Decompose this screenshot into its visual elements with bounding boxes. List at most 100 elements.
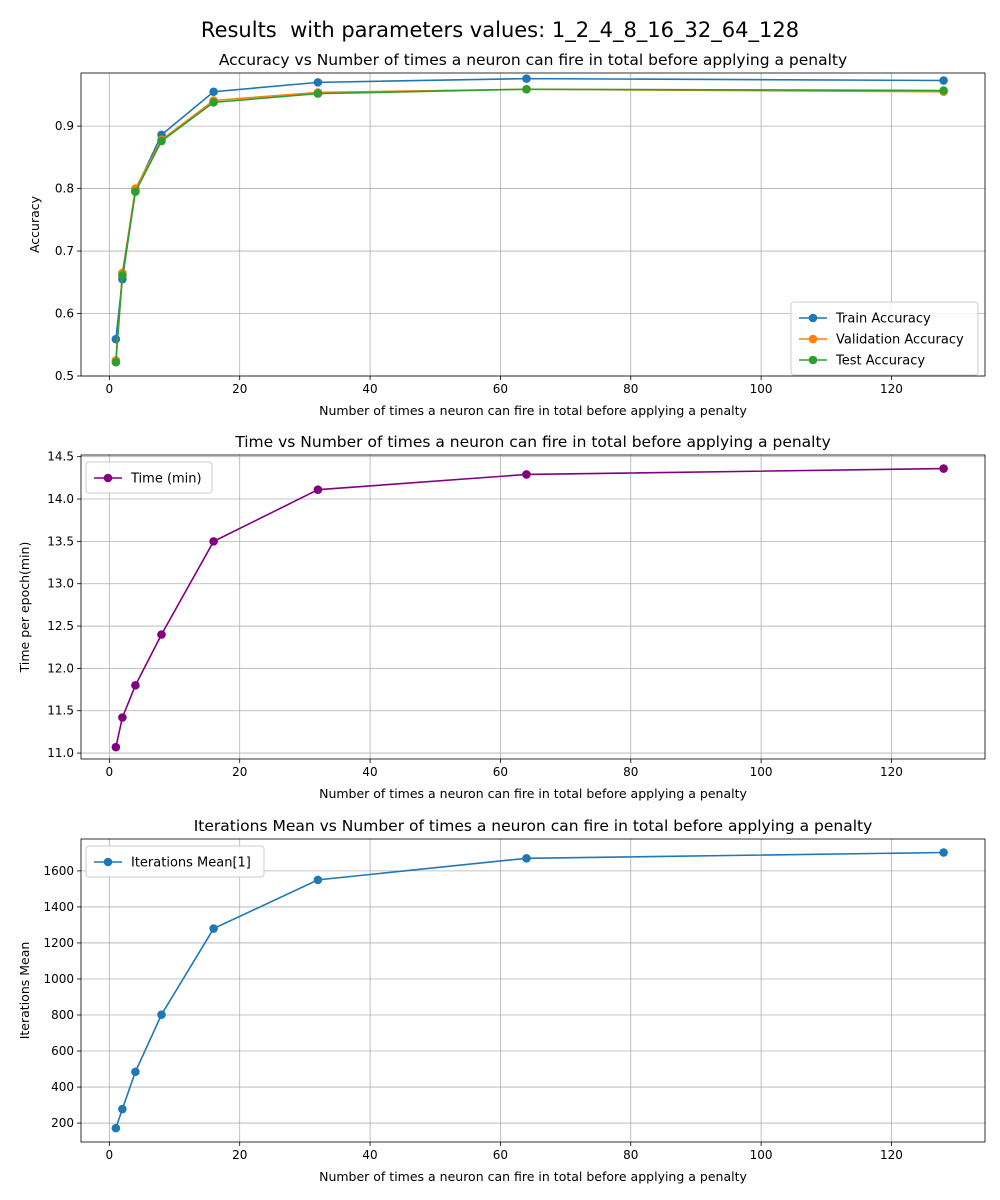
legend-marker: [808, 334, 818, 344]
chart-title: Time vs Number of times a neuron can fir…: [234, 433, 831, 451]
axes-frame: [80, 454, 986, 760]
data-point: [522, 74, 531, 83]
axes-frame: [80, 838, 986, 1143]
x-tick-label: 100: [750, 382, 773, 396]
y-tick-label: 0.9: [55, 119, 74, 133]
x-tick-label: 40: [362, 1148, 377, 1162]
x-axis-label: Number of times a neuron can fire in tot…: [319, 786, 747, 801]
y-tick-label: 12.5: [47, 619, 74, 633]
y-tick-label: 0.6: [55, 307, 74, 321]
data-point: [939, 848, 948, 857]
x-tick-label: 80: [623, 765, 638, 779]
y-tick-label: 14.0: [47, 492, 74, 506]
y-tick-label: 0.8: [55, 182, 74, 196]
data-point: [111, 357, 121, 367]
legend-marker: [808, 313, 818, 323]
x-tick-label: 40: [362, 765, 377, 779]
series-line: [115, 851, 944, 1129]
legend-label: Test Accuracy: [835, 354, 925, 369]
chart-title: Iterations Mean vs Number of times a neu…: [194, 817, 873, 835]
y-tick-label: 11.5: [47, 704, 74, 718]
y-tick-label: 13.5: [47, 534, 74, 548]
chart-3: 0 20 40 60 80 100 120 200 400 600 800 1000 1200 1400 1…: [17, 817, 986, 1184]
x-tick-label: 120: [880, 765, 903, 779]
y-tick-label: 0.5: [55, 369, 74, 383]
x-tick-label: 20: [232, 382, 247, 396]
series-line: [115, 88, 944, 363]
x-tick-label: 0: [106, 382, 114, 396]
legend-box: [85, 461, 213, 494]
x-tick-label: 100: [750, 1148, 773, 1162]
data-point: [157, 1010, 166, 1019]
y-tick-label: 200: [51, 1116, 74, 1130]
legend-marker: [103, 473, 113, 483]
y-tick-label: 1000: [43, 972, 74, 986]
y-tick-label: 800: [51, 1008, 74, 1022]
data-point: [522, 470, 531, 479]
data-point: [157, 136, 166, 146]
data-point: [131, 187, 140, 197]
y-tick-label: 1600: [43, 864, 74, 878]
series-line: [115, 467, 944, 748]
y-tick-label: 0.7: [55, 244, 74, 258]
data-point: [313, 78, 323, 87]
legend-label: Train Accuracy: [835, 312, 931, 327]
legend-label: Validation Accuracy: [836, 333, 964, 348]
chart-1: 0 20 40 60 80 100 120 0.5 0.6 0.7 0.8 0.9 Accuracy v…: [27, 51, 986, 418]
x-tick-label: 60: [493, 1148, 508, 1162]
legend-box: [85, 845, 265, 878]
x-axis-label: Number of times a neuron can fire in tot…: [319, 403, 747, 418]
x-tick-label: 40: [362, 382, 377, 396]
data-point: [209, 98, 218, 107]
legend-marker: [103, 857, 113, 867]
data-point: [111, 1123, 121, 1133]
y-tick-label: 400: [51, 1080, 74, 1094]
axes-frame: [80, 72, 986, 377]
data-point: [313, 485, 323, 495]
data-point: [939, 86, 948, 95]
data-point: [111, 334, 121, 344]
y-tick-label: 600: [51, 1044, 74, 1058]
x-tick-label: 20: [232, 765, 247, 779]
y-tick-label: 1400: [43, 900, 74, 914]
legend-label: Time (min): [130, 472, 202, 487]
chart-title: Accuracy vs Number of times a neuron can…: [219, 51, 847, 69]
x-tick-label: 0: [106, 765, 114, 779]
legend-marker: [808, 355, 818, 365]
y-axis-label: Accuracy: [27, 195, 42, 253]
y-axis-label: Iterations Mean: [17, 942, 32, 1040]
figure-title: Results with parameters values: 1_2_4_8_…: [200, 18, 800, 42]
data-point: [939, 464, 948, 473]
x-tick-label: 120: [880, 1148, 903, 1162]
x-tick-label: 20: [232, 1148, 247, 1162]
x-tick-label: 60: [493, 765, 508, 779]
data-point: [118, 1104, 127, 1114]
legend-box: [790, 301, 979, 376]
data-point: [131, 681, 140, 690]
data-point: [209, 87, 218, 97]
y-axis-label: Time per epoch(min): [17, 542, 32, 674]
x-tick-label: 120: [880, 382, 903, 396]
data-point: [118, 713, 127, 722]
legend-label: Iterations Mean[1]: [131, 856, 251, 871]
y-tick-label: 12.0: [47, 661, 74, 675]
chart-2: 0 20 40 60 80 100 120 11.0 11.5 12.0 12.5 13.0 13.5 1…: [17, 433, 986, 801]
x-axis-label: Number of times a neuron can fire in tot…: [319, 1169, 747, 1184]
data-point: [313, 89, 323, 98]
data-point: [209, 924, 218, 933]
data-point: [111, 742, 121, 752]
data-point: [209, 537, 218, 546]
x-tick-label: 60: [493, 382, 508, 396]
data-point: [157, 630, 166, 639]
x-tick-label: 0: [106, 1148, 114, 1162]
data-point: [131, 1067, 140, 1077]
data-point: [939, 76, 948, 85]
x-tick-label: 80: [623, 1148, 638, 1162]
data-point: [118, 271, 127, 280]
y-tick-label: 13.0: [47, 577, 74, 591]
data-point: [522, 853, 531, 863]
y-tick-label: 1200: [43, 936, 74, 950]
y-tick-label: 14.5: [47, 450, 74, 464]
data-point: [313, 875, 323, 885]
